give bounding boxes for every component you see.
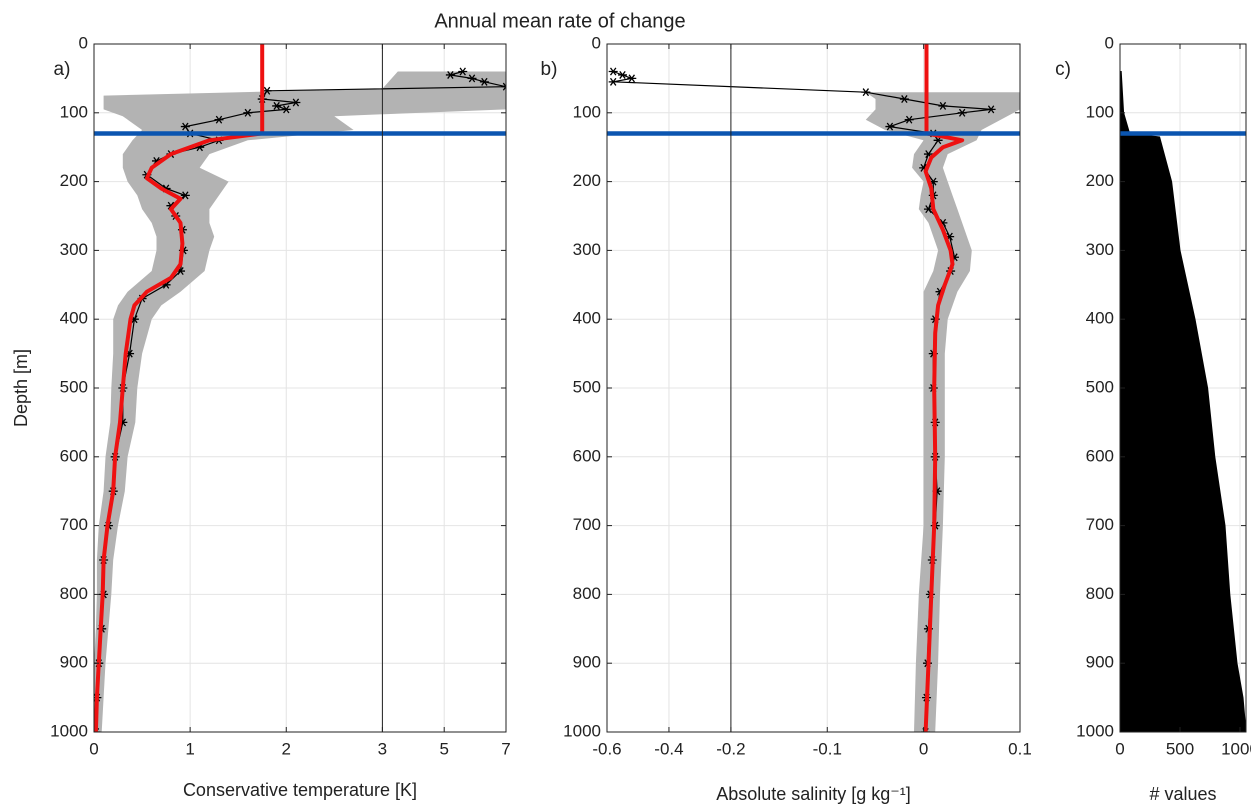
star-marker [501, 82, 506, 91]
star-marker [627, 74, 637, 83]
x-tick-label: 3 [378, 739, 387, 758]
y-tick-label: 700 [60, 515, 88, 534]
y-tick-label: 500 [1086, 377, 1114, 396]
plot-area [607, 44, 1020, 732]
y-tick-label: 0 [592, 33, 601, 52]
y-tick-label: 200 [1086, 171, 1114, 190]
x-tick-label: 0 [1115, 739, 1124, 758]
star-marker [938, 101, 948, 110]
star-marker [180, 191, 190, 200]
x-tick-label: -0.1 [813, 739, 842, 758]
y-tick-label: 500 [573, 377, 601, 396]
y-tick-label: 400 [573, 309, 601, 328]
star-marker [861, 88, 871, 97]
y-tick-label: 1000 [50, 721, 88, 740]
y-tick-label: 1000 [1076, 721, 1114, 740]
star-marker [291, 98, 301, 107]
star-marker [445, 70, 455, 79]
x-axis-label: Absolute salinity [g kg⁻¹] [716, 784, 911, 804]
y-tick-label: 600 [1086, 446, 1114, 465]
y-tick-label: 400 [60, 309, 88, 328]
y-tick-label: 100 [60, 102, 88, 121]
star-marker [608, 77, 618, 86]
x-axis-label: Conservative temperature [K] [183, 780, 417, 800]
y-tick-label: 900 [60, 653, 88, 672]
y-tick-label: 600 [573, 446, 601, 465]
star-marker [272, 101, 282, 110]
star-marker [458, 67, 468, 76]
y-tick-label: 0 [79, 33, 88, 52]
y-tick-label: 100 [573, 102, 601, 121]
y-tick-label: 300 [60, 240, 88, 259]
y-tick-label: 900 [1086, 653, 1114, 672]
star-marker [986, 105, 996, 114]
y-axis-label: Depth [m] [11, 349, 31, 427]
smoothed-line [94, 44, 265, 732]
x-tick-label: 5 [439, 739, 448, 758]
y-tick-label: 900 [573, 653, 601, 672]
x-tick-label: 1000 [1221, 739, 1251, 758]
y-tick-label: 800 [60, 584, 88, 603]
panel-label: b) [541, 59, 558, 80]
y-tick-label: 300 [573, 240, 601, 259]
star-marker [214, 115, 224, 124]
figure-title: Annual mean rate of change [434, 10, 685, 32]
spread-band [94, 71, 506, 732]
y-tick-label: 300 [1086, 240, 1114, 259]
y-tick-label: 1000 [563, 721, 601, 740]
spread-band [865, 92, 1020, 732]
plot-area [1120, 44, 1246, 732]
x-tick-label: 7 [501, 739, 510, 758]
plot-area [94, 44, 506, 732]
x-axis-label: # values [1149, 784, 1216, 804]
x-tick-label: 0.1 [1008, 739, 1032, 758]
star-marker [957, 108, 967, 117]
star-marker [180, 122, 190, 131]
y-tick-label: 700 [1086, 515, 1114, 534]
y-tick-label: 200 [573, 171, 601, 190]
star-marker [885, 122, 895, 131]
y-tick-label: 800 [1086, 584, 1114, 603]
y-tick-label: 600 [60, 446, 88, 465]
x-tick-label: 500 [1166, 739, 1194, 758]
x-tick-label: -0.6 [592, 739, 621, 758]
panel-label: a) [54, 59, 71, 80]
star-marker [479, 77, 489, 86]
x-tick-label: 1 [185, 739, 194, 758]
star-marker [904, 115, 914, 124]
y-tick-label: 800 [573, 584, 601, 603]
y-tick-label: 700 [573, 515, 601, 534]
x-tick-label: 0 [919, 739, 928, 758]
y-tick-label: 0 [1105, 33, 1114, 52]
x-tick-label: 0 [89, 739, 98, 758]
star-marker [608, 67, 618, 76]
x-tick-label: -0.4 [654, 739, 683, 758]
x-tick-label: -0.2 [716, 739, 745, 758]
star-marker [617, 70, 627, 79]
count-area [1120, 70, 1246, 732]
y-tick-label: 100 [1086, 102, 1114, 121]
star-marker [243, 108, 253, 117]
star-marker [281, 105, 291, 114]
star-marker [467, 74, 477, 83]
x-tick-label: 2 [282, 739, 291, 758]
panel-label: c) [1055, 59, 1071, 80]
y-tick-label: 200 [60, 171, 88, 190]
star-marker [899, 95, 909, 104]
y-tick-label: 500 [60, 377, 88, 396]
smoothed-line [923, 44, 965, 732]
y-tick-label: 400 [1086, 309, 1114, 328]
